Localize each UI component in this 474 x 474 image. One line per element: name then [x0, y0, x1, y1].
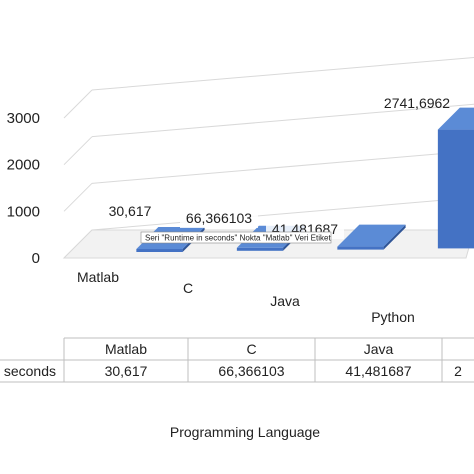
gridline-side [63, 136, 93, 166]
data-label: 2741,6962 [384, 95, 450, 111]
table-header-cell: Java [364, 341, 394, 357]
gridline-side [63, 89, 93, 119]
table-header-cell: Matlab [105, 341, 147, 357]
bar-top [437, 107, 474, 130]
gridline [91, 103, 474, 138]
category-label: Java [270, 293, 300, 309]
category-label: Python [371, 309, 415, 325]
data-label-bg [180, 209, 258, 228]
table-value-cell: 41,481687 [345, 363, 411, 379]
y-tick-label: 1000 [7, 203, 40, 220]
y-tick-label: 0 [32, 250, 40, 267]
gridline-side [63, 182, 93, 212]
gridline [91, 150, 474, 184]
data-label: 30,617 [109, 203, 152, 219]
bar-java [337, 224, 406, 250]
x-axis-title: Programming Language [170, 424, 320, 440]
bar-front [236, 247, 284, 251]
x-axis-categories: Matlab C Java Python [77, 269, 415, 325]
category-label: Matlab [77, 269, 119, 285]
data-label-tooltip: Seri "Runtime in seconds" Nokta "Matlab"… [140, 231, 332, 244]
bar-front [437, 129, 474, 249]
bar-front [337, 246, 384, 250]
y-tick-label: 2000 [7, 157, 40, 174]
bar-top [337, 224, 406, 247]
table-value-cell: 66,366103 [218, 363, 284, 379]
table-header-cell: C [246, 341, 256, 357]
y-tick-label: 3000 [7, 110, 40, 127]
bar-side [383, 224, 406, 250]
gridlines [63, 57, 474, 259]
bar-front [136, 249, 183, 252]
data-label-bg [103, 202, 157, 221]
data-table: Matlab C Java 30,617 66,366103 41,481687 2 Runt… [0, 337, 474, 383]
bar-python [437, 107, 474, 249]
data-label: 66,366103 [186, 210, 252, 226]
gridline [91, 57, 474, 91]
tooltip-box [140, 231, 332, 244]
category-label: C [183, 280, 193, 296]
table-value-cell: 2 [454, 363, 462, 379]
table-value-cell: 30,617 [105, 363, 148, 379]
table-row-label: Runtime in seconds [0, 363, 56, 379]
y-axis-ticks: 0 1000 2000 3000 [7, 110, 40, 267]
tooltip-text: Seri "Runtime in seconds" Nokta "Matlab"… [145, 234, 331, 243]
gridline [91, 197, 474, 231]
